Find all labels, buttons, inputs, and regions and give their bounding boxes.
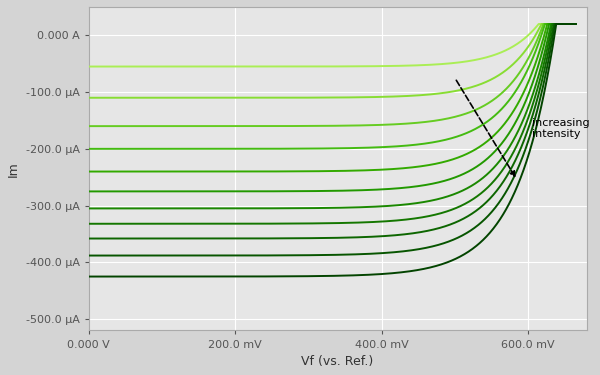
- Y-axis label: Im: Im: [7, 161, 20, 177]
- Text: increasing
intensity: increasing intensity: [532, 118, 589, 139]
- X-axis label: Vf (vs. Ref.): Vf (vs. Ref.): [301, 355, 374, 368]
